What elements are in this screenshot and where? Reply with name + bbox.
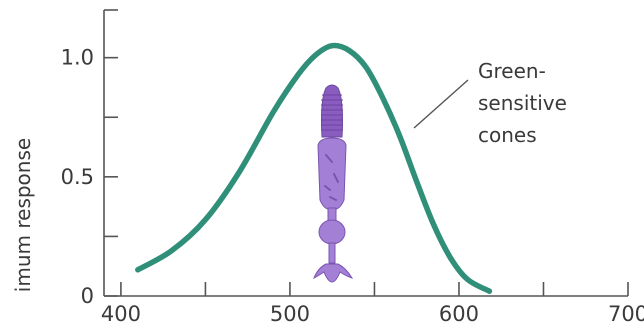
cone-organelles [324,154,339,201]
annotation-line-3: cones [478,123,537,147]
cone-disc-lines [321,94,343,131]
cone-inner-segment [317,137,347,211]
cone-outer-segment [321,84,343,138]
y-ticks: 0 0.5 1.0 [61,46,118,308]
x-tick-label: 400 [101,302,141,326]
y-axis-title: imum response [11,138,35,292]
cone-nucleus [318,219,346,245]
annotation-line-1: Green- [478,59,546,83]
x-tick-label: 500 [270,302,310,326]
annotation-line-2: sensitive [478,91,567,115]
y-tick-label: 0 [81,284,94,308]
x-ticks: 400 500 600 700 [101,282,644,326]
y-tick-label: 0.5 [61,165,94,189]
y-tick-label: 1.0 [61,46,94,70]
annotation-leader [413,79,469,129]
cone-pedicle [313,263,354,283]
series-line-green-sensitive-cones [135,42,493,294]
cone-axon [328,242,336,264]
cone-cell-illustration [313,84,354,283]
x-tick-label: 700 [608,302,644,326]
x-tick-label: 600 [439,302,479,326]
